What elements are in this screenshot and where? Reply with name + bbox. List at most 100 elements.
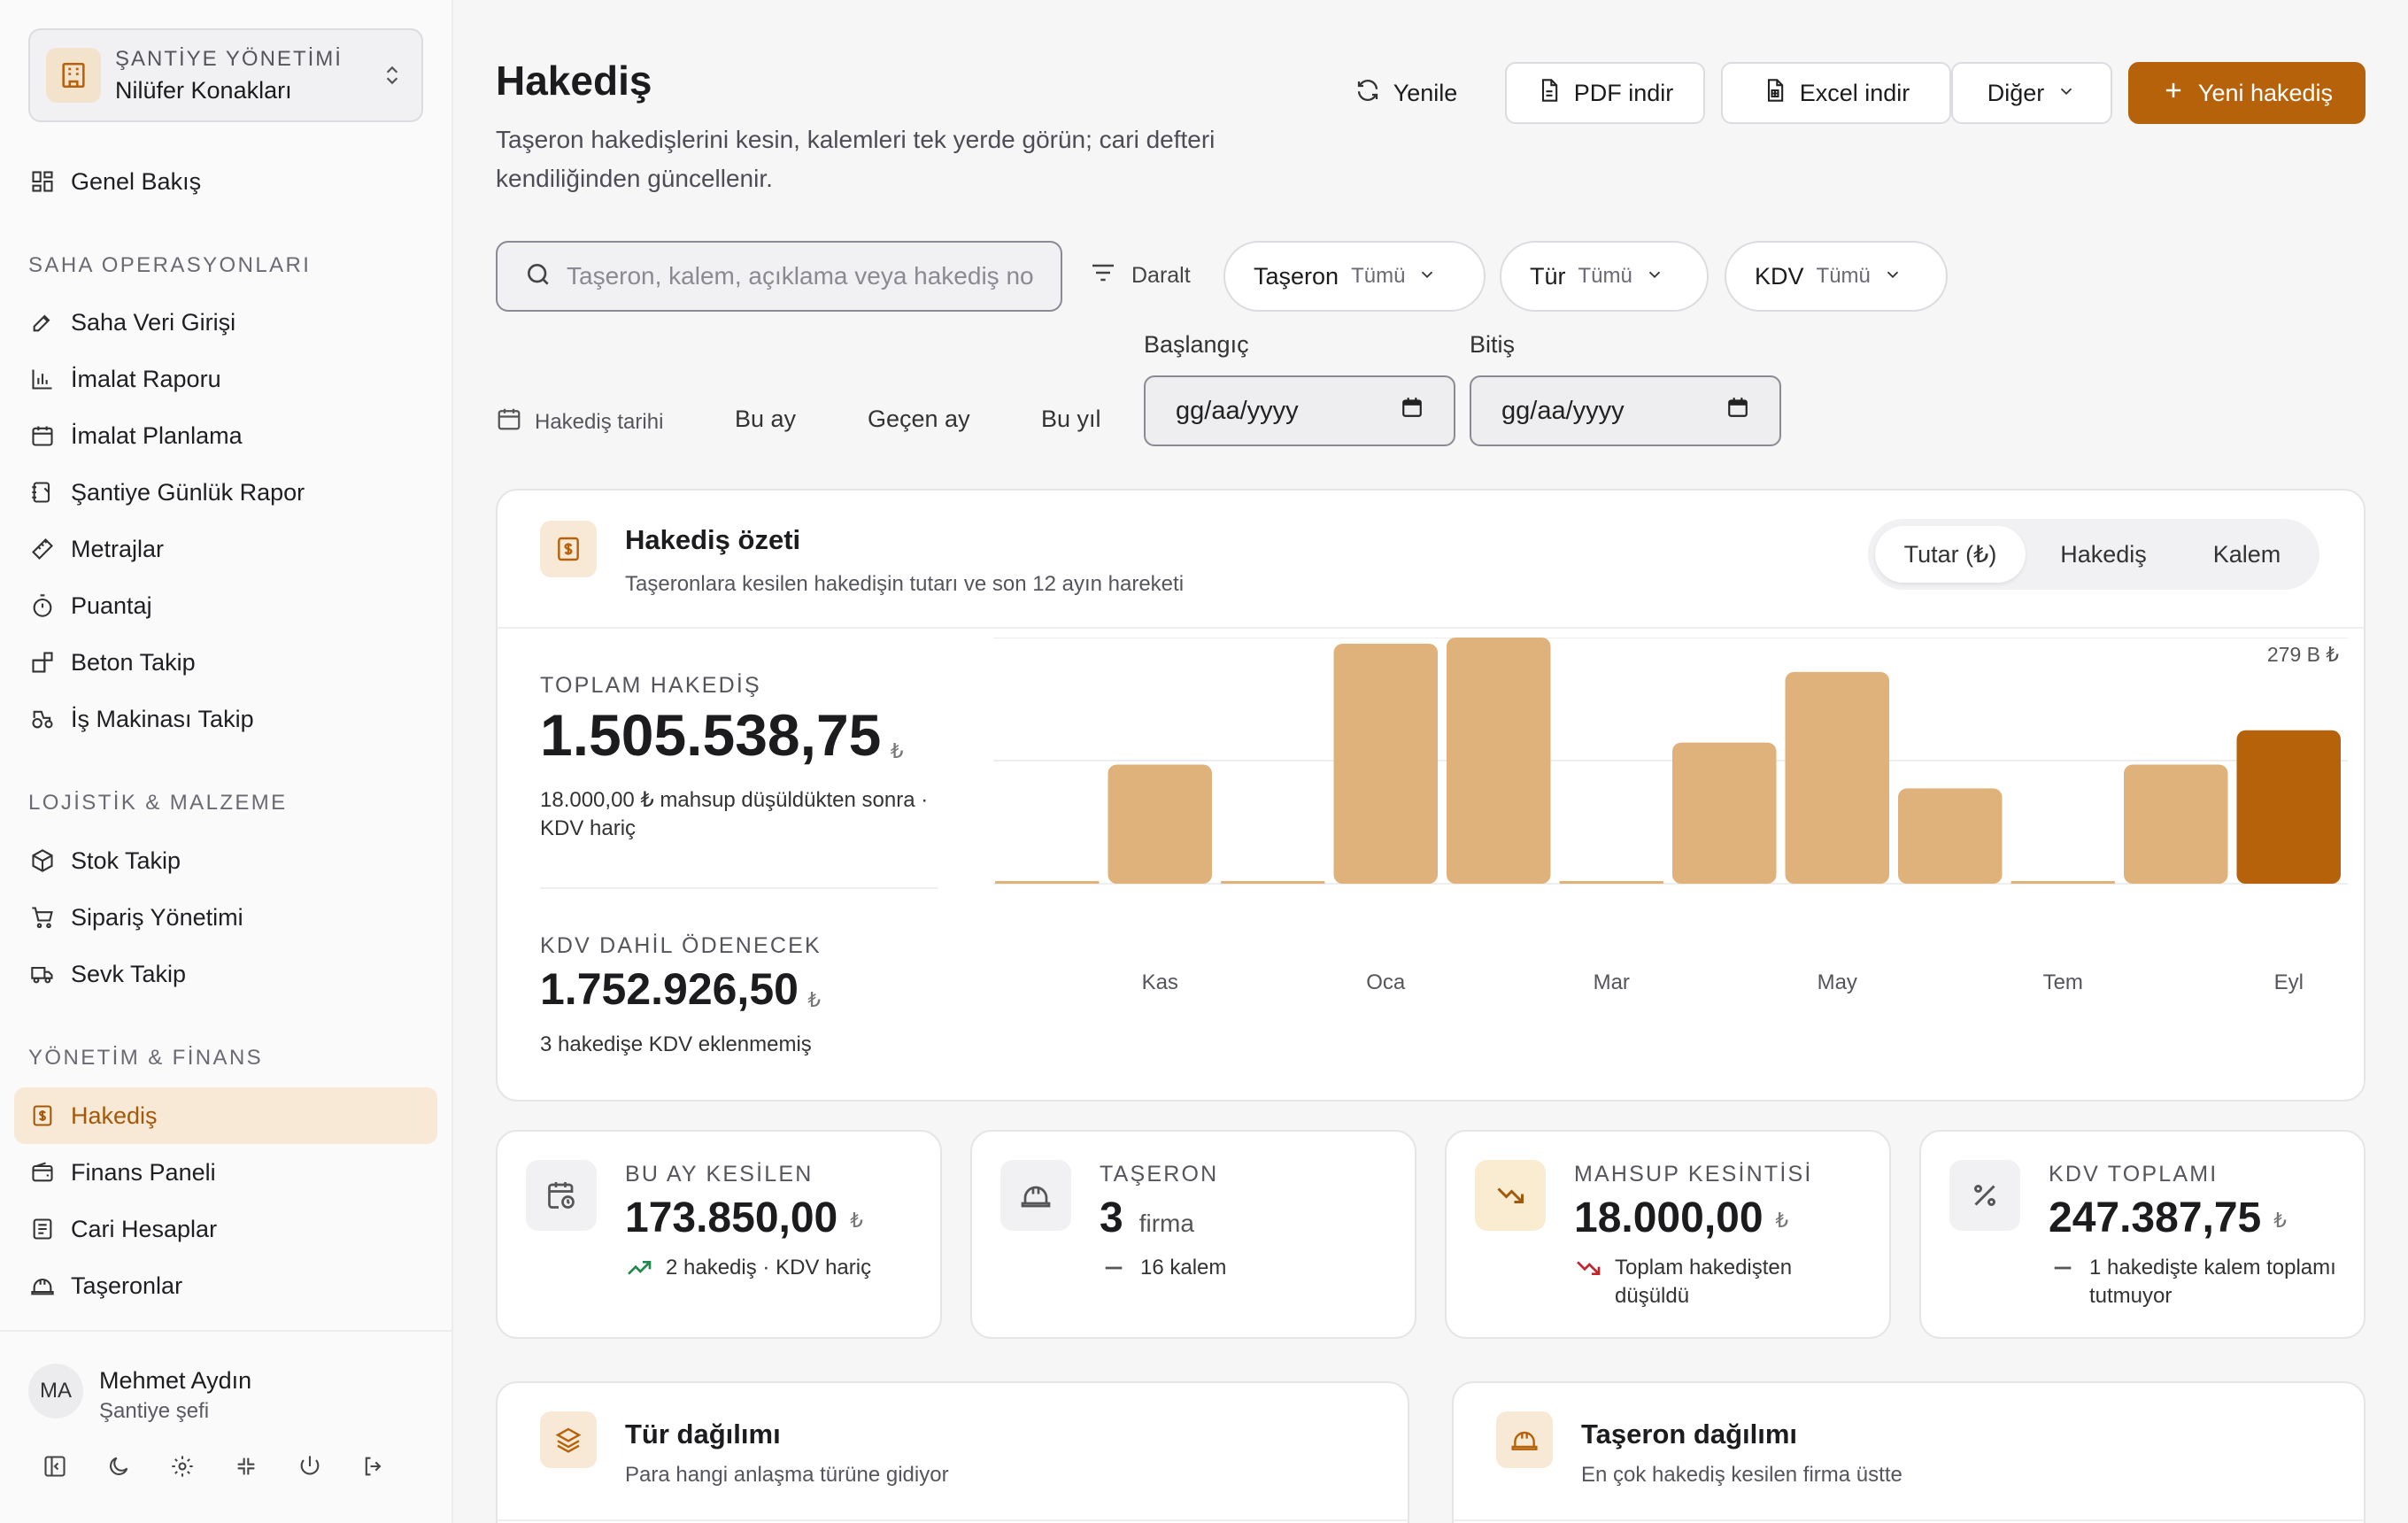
chart-bar-Ağu[interactable]	[2124, 764, 2228, 884]
nav-label: İmalat Raporu	[71, 365, 221, 392]
layout-grid-icon	[28, 167, 57, 196]
kpi-label: TAŞERON	[1100, 1162, 1219, 1187]
chart-bar-Eki[interactable]	[995, 881, 1100, 884]
start-date-input[interactable]: gg/aa/yyyy	[1144, 375, 1455, 446]
nav-puantaj[interactable]: Puantaj	[28, 588, 152, 623]
kpi-label: BU AY KESİLEN	[625, 1162, 814, 1187]
nav-label: Stok Takip	[71, 847, 181, 874]
taseron-filter[interactable]: Taşeron Tümü	[1223, 241, 1486, 312]
total-value: 1.505.538,75	[540, 702, 882, 768]
tab-tutar[interactable]: Tutar (₺)	[1875, 526, 2026, 583]
chart-bar-Haz[interactable]	[1898, 788, 2003, 884]
divider	[540, 887, 938, 889]
nav-section-lojistik: LOJİSTİK & MALZEME	[28, 791, 288, 815]
nav-beton-takip[interactable]: Beton Takip	[28, 645, 196, 680]
nav-metrajlar[interactable]: Metrajlar	[28, 531, 164, 567]
nav-cari[interactable]: Cari Hesaplar	[28, 1211, 217, 1247]
chart-bar-Eyl[interactable]	[2236, 730, 2342, 884]
chevron-down-icon	[2057, 80, 2076, 107]
kpi-card-taseron: TAŞERON 3 firma 16 kalem	[970, 1130, 1416, 1339]
moon-icon[interactable]	[104, 1452, 133, 1480]
chevron-down-icon	[1883, 263, 1902, 290]
tab-hakedis[interactable]: Hakediş	[2060, 540, 2147, 568]
end-date-input[interactable]: gg/aa/yyyy	[1470, 375, 1781, 446]
layers-icon	[540, 1411, 597, 1468]
power-icon[interactable]	[296, 1452, 324, 1480]
spreadsheet-icon	[1763, 78, 1787, 109]
kpi-value-row: 18.000,00 ₺	[1574, 1194, 1788, 1242]
end-date-label: Bitiş	[1470, 331, 1516, 358]
nav-siparis[interactable]: Sipariş Yönetimi	[28, 900, 243, 935]
user-role: Şantiye şefi	[99, 1399, 210, 1423]
more-dropdown[interactable]: Diğer	[1951, 62, 2112, 124]
refresh-button[interactable]: Yenile	[1344, 62, 1468, 124]
nav-stok-takip[interactable]: Stok Takip	[28, 843, 181, 878]
nav-is-makinasi[interactable]: İş Makinası Takip	[28, 701, 254, 737]
chart-bar-Mar[interactable]	[1559, 881, 1664, 884]
logout-icon[interactable]	[359, 1452, 388, 1480]
narrow-label: Daralt	[1131, 263, 1191, 288]
gear-icon[interactable]	[168, 1452, 197, 1480]
nav-hakedis[interactable]: Hakediş	[28, 1098, 158, 1133]
tur-filter[interactable]: Tür Tümü	[1500, 241, 1709, 312]
calendar-icon[interactable]	[1401, 396, 1424, 426]
nav-gunluk-rapor[interactable]: Şantiye Günlük Rapor	[28, 475, 305, 510]
avatar[interactable]: MA	[28, 1364, 83, 1419]
excel-button[interactable]: Excel indir	[1721, 62, 1951, 124]
nav-sevk[interactable]: Sevk Takip	[28, 956, 186, 992]
minimize-icon[interactable]	[232, 1452, 260, 1480]
wallet-icon	[28, 1158, 57, 1187]
nav-imalat-planlama[interactable]: İmalat Planlama	[28, 418, 243, 453]
this-month-button[interactable]: Bu ay	[735, 406, 797, 432]
nav-saha-veri[interactable]: Saha Veri Girişi	[28, 305, 235, 340]
search-input[interactable]	[567, 262, 1045, 290]
chart-bar-Tem[interactable]	[2011, 881, 2116, 884]
currency-symbol: ₺	[890, 739, 904, 763]
chart-tick-label: May	[1817, 970, 1857, 994]
search-box[interactable]	[496, 241, 1062, 312]
last-month-button[interactable]: Geçen ay	[868, 406, 970, 432]
kpi-value: 18.000,00	[1574, 1194, 1764, 1241]
kpi-value: 247.387,75	[2049, 1194, 2262, 1241]
chart-bar-Nis[interactable]	[1672, 742, 1777, 884]
nav-imalat-raporu[interactable]: İmalat Raporu	[28, 361, 221, 397]
kpi-suffix: ₺	[2273, 1208, 2287, 1232]
nav-taseronlar[interactable]: Taşeronlar	[28, 1268, 182, 1303]
taseron-title: Taşeron dağılımı	[1581, 1419, 1798, 1450]
nav-overview-label: Genel Bakış	[71, 167, 202, 195]
new-hakedis-button[interactable]: Yeni hakediş	[2128, 62, 2366, 124]
nav-active-highlight	[14, 1087, 437, 1144]
chart-x-axis: Kas Oca Mar May Tem Eyl	[993, 970, 2348, 997]
tab-kalem[interactable]: Kalem	[2212, 540, 2281, 568]
edit-icon	[28, 308, 57, 336]
chart-tick-label: Kas	[1141, 970, 1178, 994]
taseron-subtitle: En çok hakediş kesilen firma üstte	[1581, 1463, 1902, 1487]
pdf-label: PDF indir	[1573, 79, 1674, 106]
percent-icon	[1949, 1160, 2020, 1231]
nav-section-yonetim: YÖNETİM & FİNANS	[28, 1046, 264, 1070]
narrow-button[interactable]: Daralt	[1089, 259, 1191, 293]
pdf-button[interactable]: PDF indir	[1505, 62, 1705, 124]
calendar-icon[interactable]	[1726, 396, 1749, 426]
summary-card: Hakediş özeti Taşeronlara kesilen hakedi…	[496, 489, 2366, 1102]
nav-label: Puantaj	[71, 591, 152, 619]
this-year-button[interactable]: Bu yıl	[1041, 406, 1101, 432]
workspace-switcher[interactable]: ŞANTİYE YÖNETİMİ Nilüfer Konakları	[28, 28, 423, 122]
nav-label: İş Makinası Takip	[71, 705, 254, 732]
kpi-note-row: 16 kalem	[1100, 1254, 1226, 1290]
notebook-pen-icon	[28, 478, 57, 506]
nav-overview[interactable]: Genel Bakış	[28, 164, 201, 199]
chart-bar-Oca[interactable]	[1333, 643, 1439, 884]
chart-bar-Kas[interactable]	[1108, 764, 1213, 884]
refresh-icon	[1354, 77, 1381, 110]
chart-bar-Ara[interactable]	[1221, 881, 1325, 884]
panel-toggle-icon[interactable]	[41, 1452, 69, 1480]
chart-bar-Şub[interactable]	[1447, 638, 1551, 884]
date-field-selector[interactable]: Hakediş tarihi	[496, 406, 663, 438]
chart-bar-May[interactable]	[1785, 671, 1890, 884]
nav-label: Taşeronlar	[71, 1272, 183, 1299]
start-date-placeholder: gg/aa/yyyy	[1176, 396, 1299, 425]
user-name: Mehmet Aydın	[99, 1367, 252, 1394]
nav-finans[interactable]: Finans Paneli	[28, 1155, 216, 1190]
kdv-filter[interactable]: KDV Tümü	[1725, 241, 1948, 312]
